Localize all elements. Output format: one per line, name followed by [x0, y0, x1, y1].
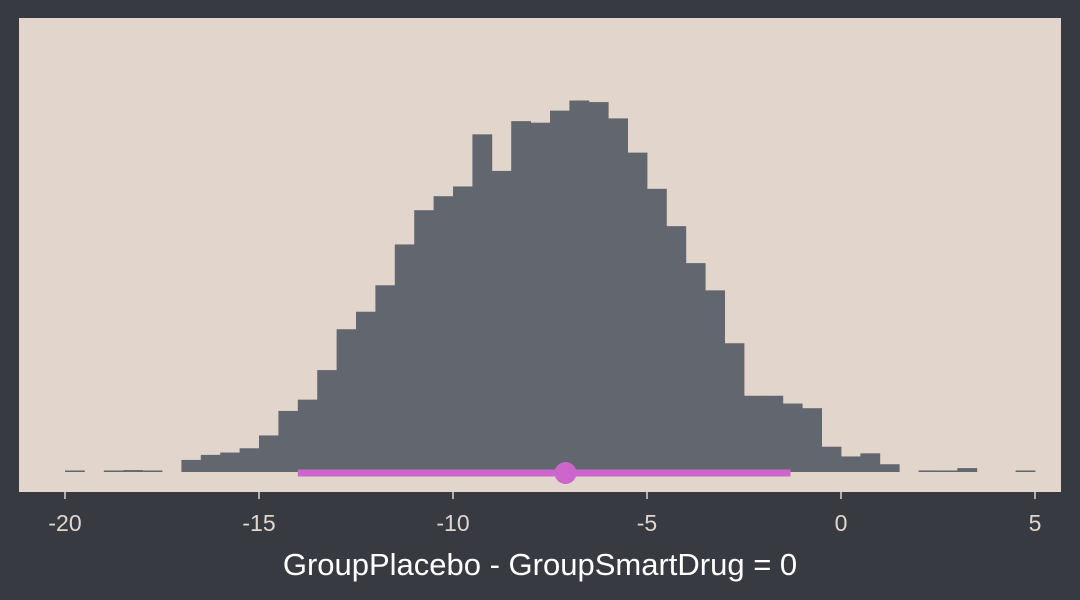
histogram-bar [550, 110, 570, 473]
histogram-bar [394, 244, 415, 472]
histogram-bar [336, 329, 357, 472]
x-tick-label: -5 [637, 510, 657, 536]
histogram-bar [860, 453, 881, 472]
histogram-bar [65, 470, 85, 472]
histogram-bar [744, 395, 764, 472]
x-axis: -20 -15 -10 -5 0 5 [48, 492, 1041, 536]
histogram-bar [142, 470, 163, 472]
histogram-bar [588, 102, 609, 472]
histogram-bar [200, 454, 221, 472]
histogram-bars [65, 100, 1036, 473]
histogram-bar [569, 100, 590, 472]
histogram-bar [802, 408, 822, 472]
histogram-bar [627, 152, 648, 472]
histogram-bar [103, 470, 124, 472]
point-estimate-marker [554, 462, 577, 484]
x-axis-title: GroupPlacebo - GroupSmartDrug = 0 [283, 547, 797, 582]
x-tick-label: 5 [1029, 510, 1042, 536]
interval-summary [297, 462, 791, 484]
histogram-bar [356, 311, 376, 472]
histogram-bar [239, 448, 260, 472]
histogram-bar [317, 370, 337, 472]
histogram-bar [879, 464, 900, 472]
histogram-bar [608, 118, 628, 473]
histogram-bar [821, 446, 842, 472]
histogram-bar [453, 186, 473, 472]
histogram-bar [705, 290, 725, 472]
histogram-bar [647, 188, 667, 472]
histogram-bar [1015, 470, 1036, 472]
x-tick-label: -20 [48, 510, 81, 536]
histogram-bar [685, 263, 706, 472]
histogram-bar [414, 210, 434, 472]
histogram-bar [491, 170, 512, 472]
histogram-bar [433, 196, 454, 472]
histogram-bar [841, 456, 861, 472]
histogram-bar [259, 435, 279, 472]
histogram-bar [724, 343, 745, 472]
histogram-bar [220, 452, 240, 472]
histogram-bar [530, 122, 551, 473]
histogram-bar [181, 459, 202, 472]
x-tick-label: 0 [835, 510, 848, 536]
histogram-bar [938, 470, 958, 472]
x-tick-label: -15 [242, 510, 275, 536]
histogram-bar [957, 468, 978, 472]
histogram-bar [278, 410, 299, 472]
histogram-bar [297, 399, 318, 472]
histogram-bar [782, 403, 803, 472]
histogram-bar [511, 121, 531, 473]
x-tick-label: -10 [436, 510, 469, 536]
histogram-bar [123, 470, 143, 473]
histogram-bar [472, 134, 493, 472]
histogram-bar [918, 470, 939, 472]
histogram-bar [763, 395, 784, 472]
histogram-bar [666, 226, 687, 472]
histogram-bar [375, 285, 396, 472]
